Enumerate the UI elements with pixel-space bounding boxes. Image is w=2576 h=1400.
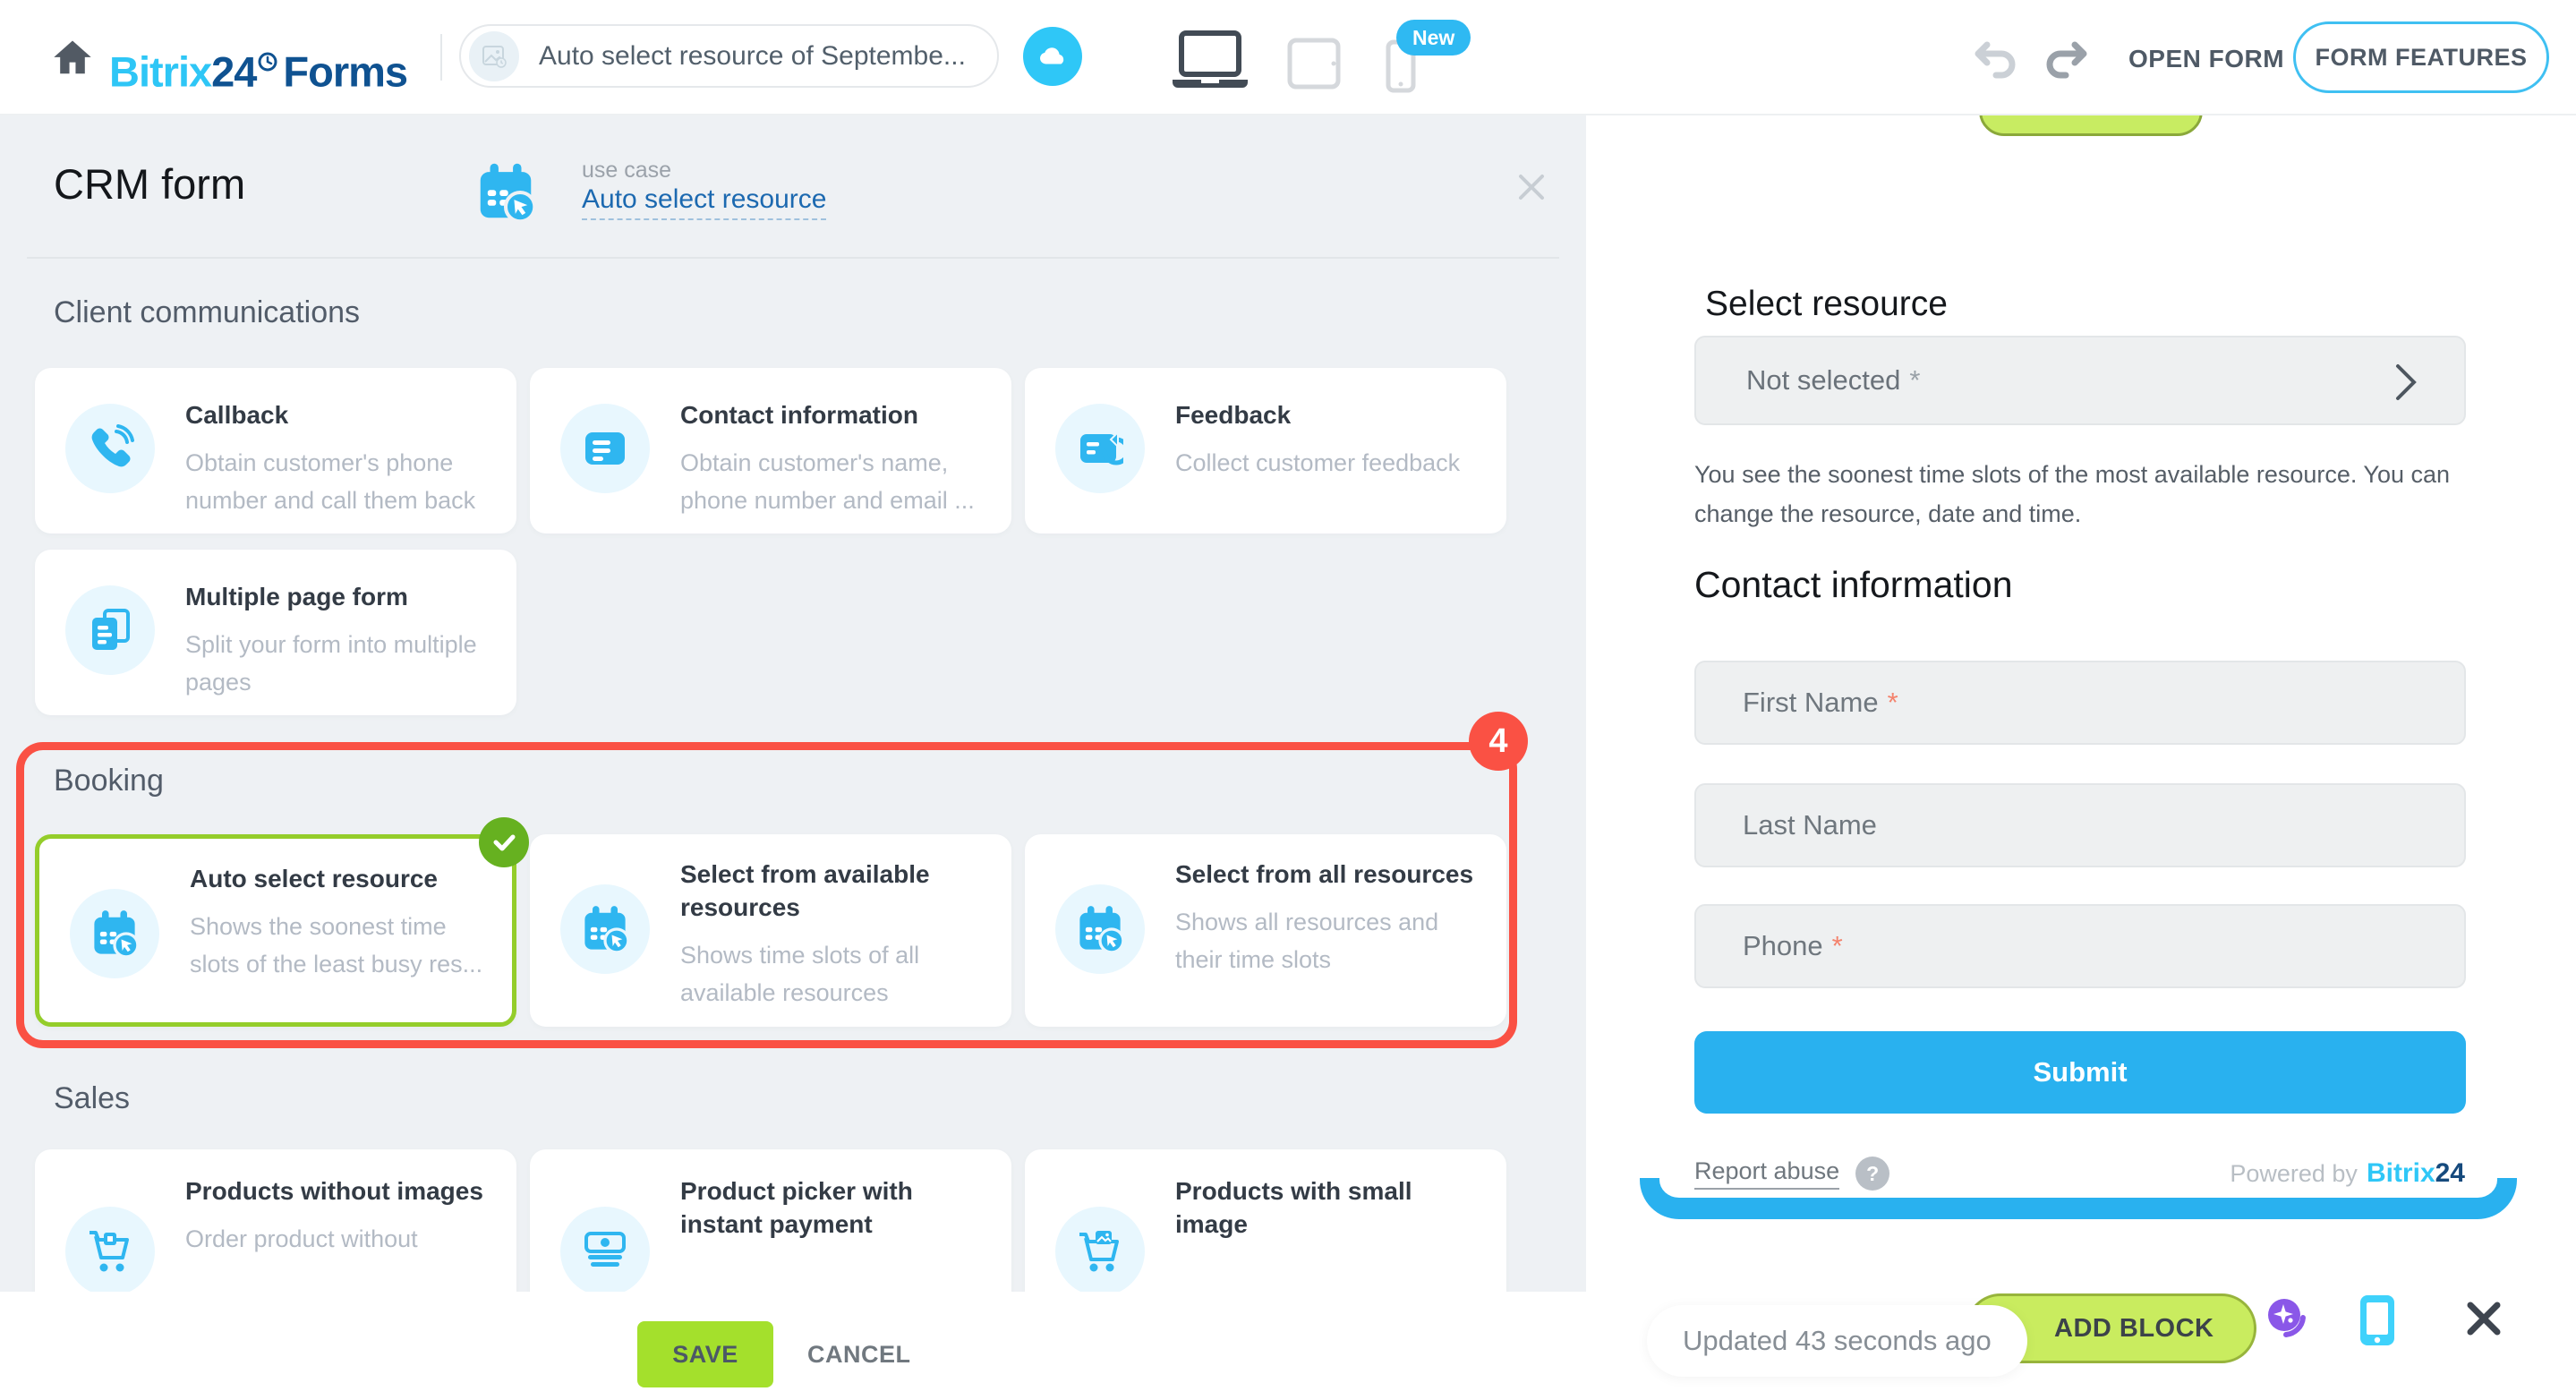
phone-field[interactable]: Phone * bbox=[1694, 904, 2466, 988]
feedback-icon bbox=[1055, 404, 1145, 493]
save-button[interactable]: SAVE bbox=[637, 1321, 773, 1387]
powered-by: Powered by Bitrix24 bbox=[2230, 1158, 2465, 1189]
report-abuse-row: Report abuse ? bbox=[1694, 1157, 1890, 1191]
bitrix24-forms-logo: Bitrix24 Forms bbox=[109, 32, 408, 97]
required-mark: * bbox=[1909, 364, 1921, 396]
card-title: Product picker with instant payment bbox=[680, 1177, 913, 1238]
calendar-cursor-icon bbox=[560, 884, 650, 974]
powered-by-label: Powered by bbox=[2230, 1160, 2358, 1187]
pages-icon bbox=[65, 585, 155, 675]
card-title: Multiple page form bbox=[185, 583, 408, 610]
form-image-placeholder-icon bbox=[469, 30, 519, 81]
required-mark: * bbox=[1887, 687, 1898, 718]
card-desc: Obtain customer's phone number and call … bbox=[185, 449, 476, 514]
clock-icon bbox=[258, 32, 277, 81]
card-multiple-page-form[interactable]: Multiple page form Split your form into … bbox=[35, 550, 516, 715]
use-case-label: use case bbox=[582, 158, 672, 183]
card-desc: Shows all resources and their time slots bbox=[1175, 909, 1439, 973]
last-name-label: Last Name bbox=[1743, 809, 1877, 841]
card-title: Select from available resources bbox=[680, 860, 930, 921]
card-desc: Shows time slots of all available resour… bbox=[680, 942, 920, 1006]
tablet-view-icon[interactable] bbox=[1287, 38, 1341, 94]
card-desc: Obtain customer's name, phone number and… bbox=[680, 449, 975, 514]
form-preview-panel bbox=[1586, 115, 2576, 1400]
calendar-cursor-icon bbox=[1055, 884, 1145, 974]
close-preview-icon[interactable] bbox=[2463, 1298, 2504, 1344]
form-title: Auto select resource of Septembe... bbox=[539, 40, 966, 71]
mobile-preview-icon[interactable] bbox=[2358, 1293, 2397, 1353]
card-title: Auto select resource bbox=[190, 865, 438, 892]
report-abuse-link[interactable]: Report abuse bbox=[1694, 1157, 1840, 1190]
use-case-link[interactable]: Auto select resource bbox=[582, 184, 827, 220]
cart-image-icon bbox=[1055, 1207, 1145, 1296]
selected-check-icon bbox=[479, 817, 529, 867]
booking-count-badge: 4 bbox=[1469, 712, 1528, 771]
section-client-communications: Client communications bbox=[54, 295, 361, 329]
callback-icon bbox=[65, 404, 155, 493]
preview-frame-bottom-border bbox=[1640, 1178, 2517, 1219]
contact-information-heading: Contact information bbox=[1694, 564, 2013, 605]
open-form-button[interactable]: OPEN FORM bbox=[2128, 45, 2285, 73]
card-title: Select from all resources bbox=[1175, 860, 1474, 888]
logo-bitrix: Bitrix bbox=[109, 47, 212, 96]
card-auto-select-resource[interactable]: Auto select resource Shows the soonest t… bbox=[35, 834, 516, 1027]
logo-forms: Forms bbox=[283, 47, 408, 96]
phone-label: Phone bbox=[1743, 930, 1823, 961]
top-header: Bitrix24 Forms Auto select resource of Se… bbox=[0, 0, 2576, 115]
required-mark: * bbox=[1831, 930, 1843, 961]
updated-status: Updated 43 seconds ago bbox=[1647, 1305, 2027, 1377]
new-badge: New bbox=[1396, 20, 1471, 55]
calendar-cursor-icon bbox=[474, 161, 537, 228]
select-resource-heading: Select resource bbox=[1705, 285, 1948, 323]
card-title: Contact information bbox=[680, 401, 918, 429]
payment-icon bbox=[560, 1207, 650, 1296]
submit-button[interactable]: Submit bbox=[1694, 1031, 2466, 1114]
chevron-right-icon bbox=[2394, 363, 2418, 406]
first-name-field[interactable]: First Name * bbox=[1694, 661, 2466, 745]
section-booking: Booking bbox=[54, 764, 164, 798]
card-callback[interactable]: Callback Obtain customer's phone number … bbox=[35, 368, 516, 534]
help-icon[interactable]: ? bbox=[1855, 1157, 1890, 1191]
brand-24: 24 bbox=[2435, 1158, 2465, 1188]
card-title: Products without images bbox=[185, 1177, 483, 1205]
card-desc: Shows the soonest time slots of the leas… bbox=[190, 913, 483, 977]
panel-footer: SAVE CANCEL bbox=[0, 1292, 1586, 1400]
logo-24: 24 bbox=[211, 47, 257, 96]
card-desc: Order product without bbox=[185, 1225, 418, 1252]
cancel-button[interactable]: CANCEL bbox=[807, 1341, 911, 1368]
card-select-available-resources[interactable]: Select from available resources Shows ti… bbox=[530, 834, 1011, 1027]
card-select-all-resources[interactable]: Select from all resources Shows all reso… bbox=[1025, 834, 1506, 1027]
copilot-icon[interactable] bbox=[2261, 1293, 2313, 1349]
card-title: Products with small image bbox=[1175, 1177, 1412, 1238]
home-icon[interactable] bbox=[52, 38, 93, 79]
redo-icon[interactable] bbox=[2043, 41, 2093, 90]
brand-bitrix: Bitrix bbox=[2366, 1158, 2435, 1188]
panel-close-icon[interactable] bbox=[1514, 170, 1548, 209]
undo-icon[interactable] bbox=[1969, 41, 2019, 90]
resource-select-value: Not selected bbox=[1746, 364, 1901, 396]
card-title: Callback bbox=[185, 401, 289, 429]
first-name-label: First Name bbox=[1743, 687, 1879, 718]
card-desc: Collect customer feedback bbox=[1175, 449, 1461, 476]
desktop-view-icon[interactable] bbox=[1169, 30, 1251, 94]
cloud-sync-icon[interactable] bbox=[1023, 27, 1082, 86]
contact-card-icon bbox=[560, 404, 650, 493]
section-sales: Sales bbox=[54, 1081, 131, 1115]
card-feedback[interactable]: Feedback Collect customer feedback bbox=[1025, 368, 1506, 534]
form-features-button[interactable]: FORM FEATURES bbox=[2293, 21, 2549, 93]
header-divider bbox=[440, 34, 442, 81]
card-contact-information[interactable]: Contact information Obtain customer's na… bbox=[530, 368, 1011, 534]
card-desc: Split your form into multiple pages bbox=[185, 631, 477, 696]
resource-select-field[interactable]: Not selected * bbox=[1694, 336, 2466, 425]
cart-tag-icon bbox=[65, 1207, 155, 1296]
crm-form-title: CRM form bbox=[54, 160, 246, 208]
form-name-pill[interactable]: Auto select resource of Septembe... bbox=[459, 24, 999, 88]
panel-divider bbox=[27, 257, 1559, 259]
resource-hint-text: You see the soonest time slots of the mo… bbox=[1694, 461, 2451, 527]
card-title: Feedback bbox=[1175, 401, 1292, 429]
calendar-cursor-icon bbox=[70, 889, 159, 978]
last-name-field[interactable]: Last Name bbox=[1694, 783, 2466, 867]
